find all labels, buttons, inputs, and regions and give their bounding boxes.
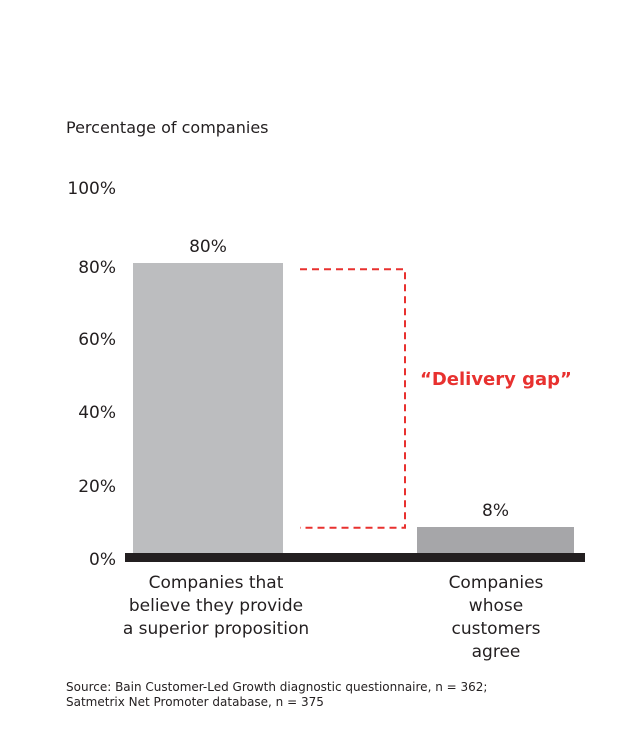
bar-customers-agree xyxy=(417,526,574,555)
source-note: Source: Bain Customer-Led Growth diagnos… xyxy=(66,680,488,709)
y-tick-label: 40% xyxy=(78,403,116,423)
category-label: Companies that believe they provide a su… xyxy=(122,573,310,639)
y-tick-label: 0% xyxy=(89,550,116,570)
bar-superior-proposition xyxy=(133,263,283,555)
delivery-gap-dashed-line xyxy=(300,268,406,529)
y-tick-label: 60% xyxy=(78,330,116,350)
data-label: 8% xyxy=(482,500,509,521)
y-tick-label: 80% xyxy=(78,258,116,278)
y-tick-label: 100% xyxy=(67,179,116,199)
delivery-gap-label: “Delivery gap” xyxy=(420,369,572,390)
category-label: Companies whose customers agree xyxy=(448,573,544,662)
y-axis-title: Percentage of companies xyxy=(66,118,269,137)
data-label: 80% xyxy=(189,237,227,258)
y-tick-label: 20% xyxy=(78,477,116,497)
x-axis-baseline xyxy=(125,553,585,562)
